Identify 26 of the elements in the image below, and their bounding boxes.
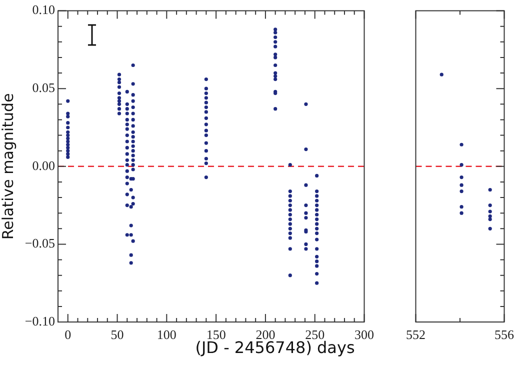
point: [488, 226, 492, 230]
point: [488, 218, 492, 222]
point: [488, 204, 492, 208]
x-tick-label: 100: [156, 327, 176, 342]
x-tick-label: 552: [406, 327, 426, 342]
point: [460, 175, 464, 180]
point: [460, 142, 464, 146]
point: [488, 188, 492, 192]
point: [460, 163, 464, 167]
y-tick-label: −0.10: [24, 313, 55, 328]
x-tick-label: 300: [354, 327, 374, 342]
y-tick-label: 0.05: [32, 80, 55, 96]
y-tick-label: −0.05: [24, 236, 55, 251]
y-axis-title: Relative magnitude: [0, 93, 17, 240]
point: [440, 72, 444, 76]
point: [460, 183, 464, 187]
x-tick-label: 0: [64, 327, 72, 342]
point: [460, 211, 464, 215]
x-tick-label: 50: [110, 327, 124, 342]
point: [460, 205, 464, 209]
x-tick-label: 556: [494, 327, 514, 342]
y-tick-label: 0.10: [32, 2, 55, 18]
point: [488, 210, 492, 214]
point: [488, 214, 492, 218]
point: [460, 189, 464, 194]
y-tick-label: 0.00: [32, 158, 55, 173]
